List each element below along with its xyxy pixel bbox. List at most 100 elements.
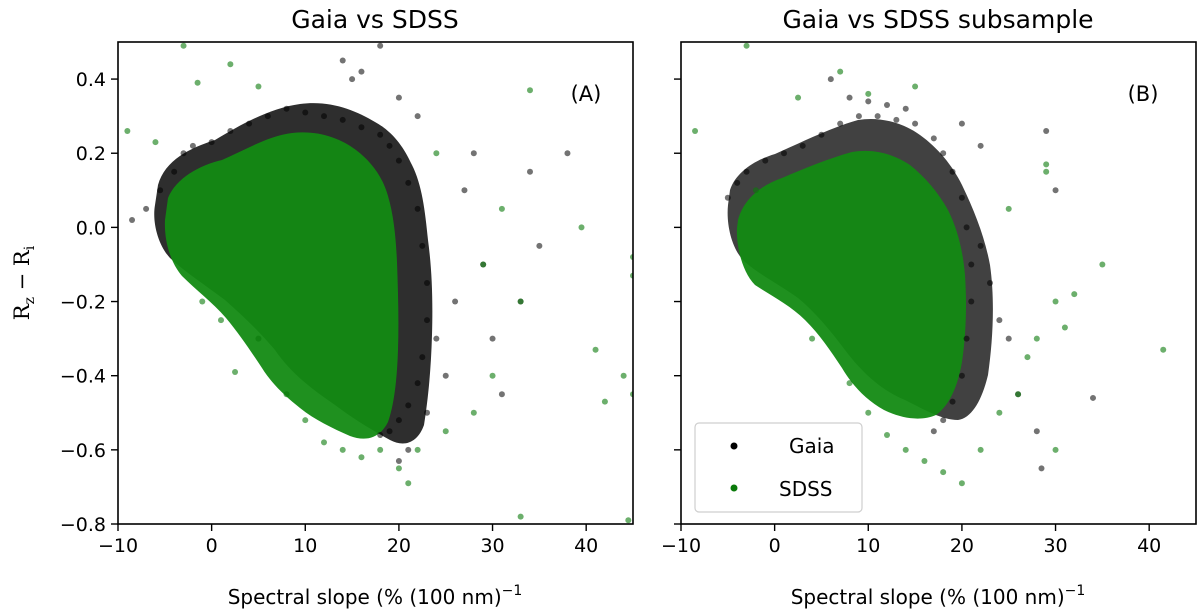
panel-a-y-tick-label: −0.8 — [60, 514, 106, 536]
legend-label-gaia: Gaia — [789, 434, 835, 458]
panel-a-point-sdss — [489, 372, 496, 379]
panel-a-point-sdss — [218, 317, 224, 324]
panel-b-point-sdss — [752, 187, 759, 194]
panel-b-point-gaia — [1033, 428, 1040, 435]
panel-a-point-sdss — [377, 446, 384, 453]
panel-a-point-gaia — [424, 409, 430, 416]
panel-b-point-gaia — [846, 94, 853, 101]
panel-b-point-gaia — [977, 142, 984, 149]
panel-a-point-gaia — [358, 68, 365, 75]
panel-b-point-gaia — [855, 113, 862, 120]
panel-b-point-gaia — [1052, 187, 1059, 194]
panel-a-y-axis-label: Rz − Ri — [10, 245, 38, 320]
panel-a-point-sdss — [625, 517, 632, 524]
panel-a-point-gaia — [377, 432, 384, 439]
panel-b-point-gaia — [940, 150, 947, 157]
legend: Gaia SDSS — [694, 422, 863, 513]
panel-b-point-gaia — [1038, 465, 1045, 472]
panel-b-point-gaia — [949, 398, 956, 405]
panel-a-point-sdss — [578, 224, 585, 231]
panel-a-point-sdss — [358, 454, 365, 461]
panel-a-point-gaia — [339, 57, 346, 64]
panel-a-x-tick-label: 10 — [293, 535, 317, 557]
panel-a-label: (A) — [571, 82, 602, 106]
panel-b-label: (B) — [1128, 82, 1159, 106]
panel-a-point-gaia — [208, 139, 215, 146]
panel-a-point-gaia — [414, 205, 421, 212]
panel-b-point-gaia — [884, 102, 890, 109]
panel-b-point-gaia — [865, 98, 872, 105]
panel-b-point-sdss — [1071, 291, 1078, 298]
panel-b-point-sdss — [1099, 261, 1106, 268]
legend-marker-gaia — [730, 442, 738, 450]
panel-a-y-tick-label: −0.6 — [60, 440, 106, 462]
panel-b-point-gaia — [968, 261, 975, 268]
panel-a-point-gaia — [264, 113, 271, 120]
panel-a-x-tick-label: 20 — [387, 535, 411, 557]
panel-a-point-gaia — [377, 42, 384, 49]
panel-a-point-sdss — [517, 513, 524, 520]
panel-b-x-tick-label: 30 — [1043, 535, 1067, 557]
panel-a-point-sdss — [194, 79, 201, 86]
panel-a-point-gaia — [157, 187, 164, 194]
panel-a-point-sdss — [321, 439, 327, 446]
panel-b-point-gaia — [940, 417, 947, 424]
panel-a-point-sdss — [255, 83, 262, 90]
panel-a-point-gaia — [452, 298, 459, 305]
panel-b-x-tick-label: 0 — [769, 535, 781, 557]
panel-b-point-gaia — [930, 428, 937, 435]
legend-marker-sdss — [730, 484, 738, 492]
panel-a-point-gaia — [302, 109, 309, 116]
panel-a-point-gaia — [386, 142, 393, 149]
panel-a-point-sdss — [592, 346, 599, 353]
panel-b-point-sdss — [865, 90, 872, 97]
panel-a-point-sdss — [414, 446, 421, 453]
panel-a: Gaia vs SDSS (A) −10 0 10 20 30 40 −0.8−0.6−0… — [10, 5, 634, 609]
panel-a-point-gaia — [189, 142, 196, 149]
panel-b-point-gaia — [958, 194, 965, 201]
panel-a-point-sdss — [442, 428, 449, 435]
panel-b-point-sdss — [692, 127, 699, 134]
panel-a-point-sdss — [517, 298, 524, 305]
panel-a-point-sdss — [620, 372, 627, 379]
panel-a-point-sdss — [283, 391, 290, 398]
panel-a-point-gaia — [358, 124, 365, 131]
panel-a-point-sdss — [395, 465, 402, 472]
panel-b-point-gaia — [799, 142, 806, 149]
panel-a-point-gaia — [536, 242, 543, 249]
panel-a-point-gaia — [424, 317, 430, 324]
panel-b-point-sdss — [912, 83, 919, 90]
panel-a-point-gaia — [424, 280, 430, 286]
panel-a-point-sdss — [433, 150, 440, 157]
panel-b-point-sdss — [902, 446, 909, 453]
panel-a-point-gaia — [395, 157, 402, 164]
panel-b-point-gaia — [987, 280, 993, 286]
panel-a-point-sdss — [124, 127, 131, 134]
panel-a-point-gaia — [414, 380, 421, 387]
panel-b: Gaia vs SDSS subsample (B) −10 0 10 20 30 40 … — [661, 5, 1197, 609]
panel-b-point-gaia — [958, 372, 965, 379]
panel-a-point-gaia — [283, 105, 290, 112]
panel-b-point-gaia — [949, 168, 956, 175]
panel-a-x-tick-label: 40 — [574, 535, 598, 557]
panel-b-point-gaia — [893, 116, 900, 123]
panel-a-point-gaia — [442, 372, 449, 379]
panel-b-x-tick-label: 10 — [856, 535, 880, 557]
panel-b-x-tick-label: −10 — [661, 535, 701, 557]
panel-b-point-sdss — [1033, 335, 1040, 342]
panel-a-point-gaia — [180, 150, 187, 157]
panel-a-point-gaia — [395, 457, 402, 464]
panel-b-x-axis-label: Spectral slope (% (100 nm)−1 — [791, 583, 1086, 609]
panel-b-point-gaia — [963, 224, 970, 231]
panel-b-x-axis: −10 0 10 20 30 40 — [661, 524, 1161, 557]
panel-a-point-gaia — [129, 216, 136, 223]
panel-a-point-gaia — [489, 335, 496, 342]
panel-a-point-gaia — [321, 113, 327, 120]
panel-a-point-gaia — [433, 335, 440, 342]
panel-a-point-sdss — [152, 139, 159, 146]
panel-b-point-sdss — [921, 457, 928, 464]
panel-b-point-sdss — [1015, 391, 1022, 398]
panel-a-y-axis: −0.8 −0.6 −0.4 −0.2 0.0 0.2 0.4 — [60, 69, 118, 536]
panel-b-point-sdss — [996, 409, 1003, 416]
panel-b-point-sdss — [1052, 446, 1059, 453]
